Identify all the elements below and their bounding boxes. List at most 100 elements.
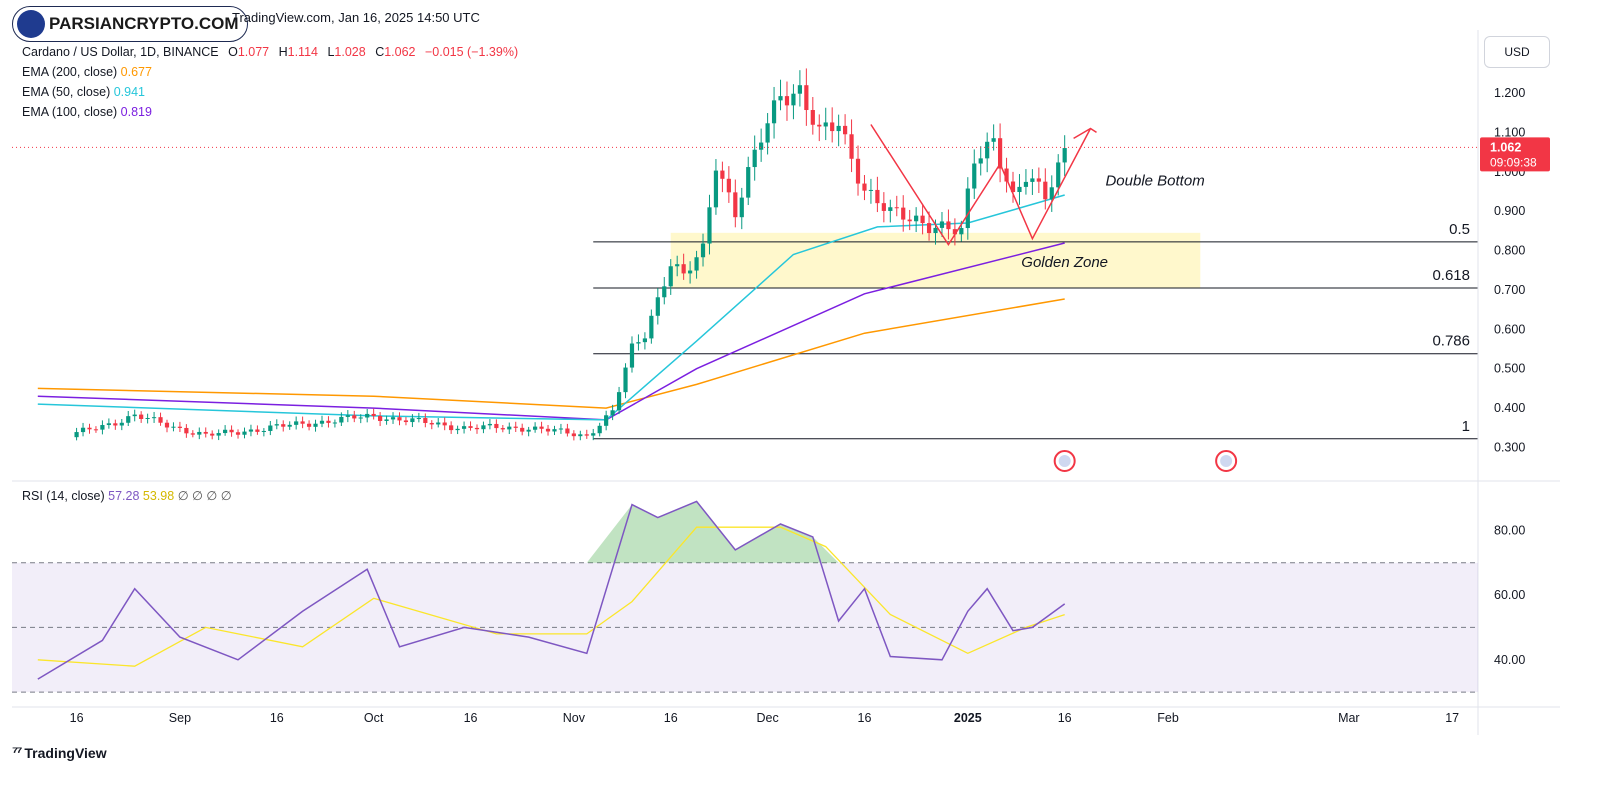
currency-button[interactable]: USD	[1484, 36, 1550, 68]
candle-body	[197, 431, 202, 435]
candle-body	[513, 426, 518, 428]
candle-body	[203, 431, 208, 434]
candle-body	[939, 221, 945, 228]
candle-body	[739, 197, 744, 218]
candle-body	[539, 426, 544, 429]
candle-body	[145, 417, 150, 419]
candle-body	[746, 167, 751, 198]
candle-body	[933, 227, 938, 234]
low-label: L	[327, 45, 335, 59]
candle-body	[597, 425, 602, 434]
candle-body	[797, 85, 802, 94]
tradingview-footer[interactable]: ⁷⁷ TradingView	[12, 744, 107, 761]
candle-body	[765, 123, 770, 143]
brand-text: PARSIANCRYPTO.COM	[49, 14, 239, 33]
change-value: −0.015 (−1.39%)	[424, 45, 519, 59]
candle-body	[901, 207, 906, 220]
candle-body	[106, 423, 111, 426]
candle-body	[177, 426, 183, 428]
candle-body	[403, 420, 409, 423]
candle-body	[468, 426, 473, 428]
time-tick-label: Feb	[1157, 711, 1179, 725]
candle-body	[487, 423, 493, 426]
candle-body	[759, 142, 764, 150]
candle-body	[384, 419, 389, 421]
candle-body	[552, 429, 557, 432]
candle-body	[926, 223, 932, 234]
fib-level-label: 0.786	[1432, 333, 1470, 350]
candle-body	[352, 415, 357, 419]
time-tick-label: Dec	[756, 711, 778, 725]
ema100-row[interactable]: EMA (100, close) 0.819	[22, 102, 518, 122]
candle-body	[629, 343, 635, 368]
axis-layer: 1.3001.2001.1001.0000.9000.8000.7000.600…	[12, 30, 1560, 735]
double-bottom-path	[870, 124, 1092, 246]
candle-body	[300, 421, 305, 424]
price-tick-label: 0.400	[1494, 401, 1525, 415]
rsi-ma-value: 53.98	[142, 489, 175, 503]
ema200-row[interactable]: EMA (200, close) 0.677	[22, 62, 518, 82]
candle-body	[184, 427, 189, 434]
candle-body	[113, 423, 118, 426]
candle-body	[274, 424, 279, 426]
candle-body	[390, 417, 396, 420]
ema50-row[interactable]: EMA (50, close) 0.941	[22, 82, 518, 102]
candle-body	[907, 219, 912, 222]
watermark-brand: PARSIANCRYPTO.COM	[12, 6, 248, 42]
candle-body	[616, 392, 622, 411]
candle-body	[319, 420, 325, 424]
candle-body	[481, 425, 486, 430]
candle-body	[248, 429, 254, 432]
ema-layer	[37, 194, 1065, 421]
candle-body	[294, 421, 299, 425]
candle-body	[649, 315, 654, 339]
candle-body	[888, 207, 893, 211]
candle-body	[306, 423, 312, 427]
rsi-ma-line	[37, 526, 1065, 667]
high-value: 1.114	[287, 45, 318, 59]
candle-body	[235, 432, 241, 435]
close-label: C	[375, 45, 385, 59]
candle-body	[985, 141, 990, 159]
rsi-overbought-fill	[37, 501, 1065, 563]
candle-body	[862, 183, 867, 191]
candle-body	[707, 207, 712, 244]
candle-body	[429, 422, 434, 425]
time-tick-label: 16	[664, 711, 678, 725]
candle-body	[642, 338, 647, 343]
candle-body	[868, 189, 874, 191]
candle-body	[500, 428, 505, 430]
candle-body	[578, 434, 583, 437]
rsi-legend[interactable]: RSI (14, close) 57.28 53.98 ∅ ∅ ∅ ∅	[22, 488, 232, 503]
brand-logo-icon	[17, 10, 45, 38]
time-tick-label: Sep	[169, 711, 191, 725]
candle-body	[229, 429, 234, 433]
publish-info: TradingView.com, Jan 16, 2025 14:50 UTC	[232, 10, 480, 25]
candle-body	[520, 427, 525, 432]
time-tick-label: 16	[270, 711, 284, 725]
candle-body	[733, 192, 738, 218]
us-event-icon-inner	[1220, 455, 1233, 467]
candle-body	[972, 163, 977, 189]
candle-body	[720, 170, 725, 179]
candle-body	[849, 134, 854, 159]
candle-body	[287, 424, 292, 427]
candle-body	[416, 418, 421, 420]
candle-body	[93, 429, 99, 431]
candle-body	[461, 426, 467, 429]
symbol-label[interactable]: Cardano / US Dollar, 1D, BINANCE	[22, 45, 219, 59]
rsi-tick-label: 80.00	[1494, 523, 1525, 537]
candle-body	[836, 125, 841, 132]
time-tick-label: Nov	[563, 711, 586, 725]
last-price-badge	[1480, 137, 1550, 172]
candle-body	[210, 433, 215, 436]
ema200-label: EMA (200, close)	[22, 65, 118, 79]
open-label: O	[228, 45, 238, 59]
candle-body	[100, 425, 105, 430]
candle-body	[436, 422, 441, 425]
candle-body	[533, 426, 538, 430]
ema100-value: 0.819	[120, 105, 152, 119]
footer-text: TradingView	[24, 744, 107, 761]
candle-body	[604, 415, 609, 426]
